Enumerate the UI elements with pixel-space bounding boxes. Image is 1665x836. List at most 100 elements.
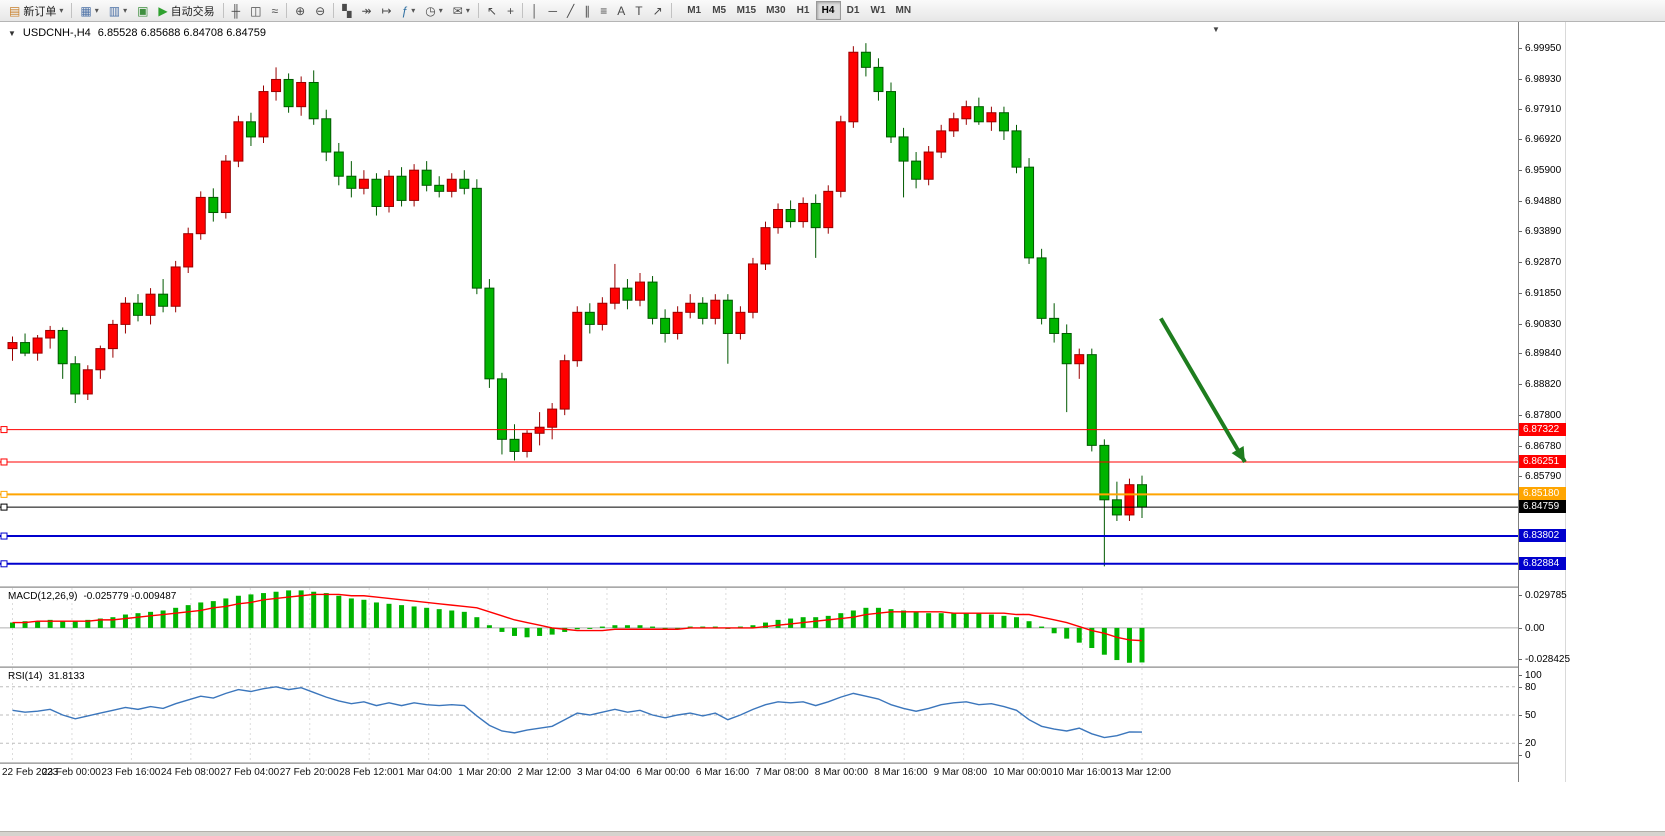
- candle-body: [860, 51, 871, 68]
- text-button[interactable]: A: [612, 1, 630, 20]
- candle-body: [1074, 354, 1085, 365]
- price-axis[interactable]: 6.99950 6.98930 6.97910 6.96920 6.95900 6.948…: [1518, 22, 1570, 782]
- timeframe-m5-button[interactable]: M5: [707, 1, 732, 20]
- toolbar-buttons: ▤ 新订单 ▾ ▦ ▾ ▥ ▾ ▣ ▶ 自动交易 ╫ ◫ ≈ ⊕ ⊖ ▚ ↠ ↦ ƒ ▾ ◷ ▾ ✉ ▾ ↖ + │ ─ ╱ ∥ ≡ A T ↗: [4, 1, 675, 20]
- screenshot-button[interactable]: ✉ ▾: [448, 1, 475, 20]
- periods-button[interactable]: ◷ ▾: [420, 1, 448, 20]
- axis-tick: [1519, 47, 1522, 49]
- candle-body: [1099, 444, 1110, 501]
- candle-body: [547, 408, 558, 428]
- chart-header: ▼ USDCNH-,H4 6.85528 6.85688 6.84708 6.8…: [8, 27, 266, 39]
- support-line[interactable]: [0, 560, 1518, 568]
- candle-body: [82, 369, 93, 395]
- line-anchor-handle[interactable]: [0, 458, 8, 466]
- support-line[interactable]: [0, 490, 1518, 498]
- pane-splitter[interactable]: [0, 762, 1518, 764]
- cursor-button[interactable]: ↖: [482, 1, 502, 20]
- time-label: 23 Feb 16:00: [101, 767, 161, 778]
- candle-body: [20, 342, 31, 354]
- support-line-price-box: 6.85180: [1519, 487, 1566, 501]
- chart-shift-button[interactable]: ↦: [377, 1, 397, 20]
- market-watch-button[interactable]: ▣: [132, 1, 153, 20]
- bar-chart-button[interactable]: ╫: [227, 1, 246, 20]
- resistance-line[interactable]: [0, 426, 1518, 434]
- line-anchor-handle[interactable]: [0, 490, 8, 498]
- zoom-out-button[interactable]: ⊖: [310, 1, 330, 20]
- price-chart-pane[interactable]: [0, 22, 1518, 586]
- axis-tick: [1519, 353, 1522, 355]
- toolbar-separator: [286, 3, 288, 18]
- horizontal-line-button[interactable]: ─: [543, 1, 562, 20]
- rsi-pane[interactable]: [0, 668, 1518, 762]
- time-label: 8 Mar 00:00: [814, 767, 869, 778]
- arrows-button[interactable]: ↗: [648, 1, 668, 20]
- chart-shift-marker-icon[interactable]: ▼: [1212, 25, 1220, 34]
- candle-body: [936, 130, 947, 153]
- new-chart-button[interactable]: ▦ ▾: [75, 1, 103, 20]
- line-chart-button[interactable]: ≈: [267, 1, 284, 20]
- text-label-button[interactable]: T: [630, 1, 647, 20]
- macd-axis-label: -0.028425: [1525, 654, 1571, 665]
- candle-body: [961, 106, 972, 120]
- candle-body: [70, 363, 81, 395]
- new-order-button[interactable]: ▤ 新订单 ▾: [4, 1, 68, 20]
- fibonacci-icon: ≡: [600, 3, 608, 18]
- one-click-trading-toggle-icon[interactable]: ▼: [8, 28, 16, 38]
- arrow-object-icon: ↗: [652, 3, 663, 18]
- support-line[interactable]: [0, 532, 1518, 540]
- line-anchor-handle[interactable]: [0, 503, 8, 511]
- price-axis-label: 6.86780: [1525, 440, 1562, 452]
- candle-body: [886, 91, 896, 138]
- time-label: 27 Feb 20:00: [279, 767, 339, 778]
- macd-pane[interactable]: [0, 588, 1518, 666]
- toolbar-separator: [71, 3, 73, 18]
- axis-tick: [1519, 170, 1522, 172]
- pane-splitter[interactable]: [0, 586, 1518, 588]
- vertical-line-button[interactable]: │: [526, 1, 544, 20]
- trend-arrow-object[interactable]: [1159, 317, 1247, 464]
- candle-body: [622, 287, 633, 301]
- auto-trading-button[interactable]: ▶ 自动交易: [153, 1, 219, 20]
- indicators-button[interactable]: ƒ ▾: [397, 1, 421, 20]
- candle-body: [45, 329, 56, 339]
- time-axis[interactable]: 22 Feb 2023 23 Feb 00:00 23 Feb 16:00 24 Fe…: [0, 764, 1518, 782]
- candle-body: [195, 196, 206, 235]
- timeframe-m1-button[interactable]: M1: [682, 1, 707, 20]
- line-anchor-handle[interactable]: [0, 532, 8, 540]
- dropdown-caret-icon: ▾: [59, 6, 64, 15]
- zoom-in-button[interactable]: ⊕: [290, 1, 310, 20]
- current-price-line[interactable]: [0, 503, 1518, 511]
- tile-windows-button[interactable]: ▚: [337, 1, 356, 20]
- fibonacci-button[interactable]: ≡: [595, 1, 612, 20]
- window-bottom-edge: [0, 831, 1665, 836]
- candle-body: [471, 187, 482, 289]
- candle-body: [1124, 484, 1135, 516]
- timeframe-d1-button[interactable]: D1: [841, 1, 866, 20]
- candle-body: [496, 378, 507, 440]
- timeframe-m15-button[interactable]: M15: [732, 1, 761, 20]
- candle-body: [873, 66, 884, 93]
- auto-scroll-button[interactable]: ↠: [356, 1, 376, 20]
- pane-splitter[interactable]: [0, 666, 1518, 668]
- timeframe-w1-button[interactable]: W1: [866, 1, 891, 20]
- arrow-head: [1231, 446, 1245, 463]
- timeframe-m30-button[interactable]: M30: [761, 1, 790, 20]
- axis-tick: [1519, 139, 1522, 141]
- bar-chart-icon: ╫: [231, 3, 241, 18]
- line-anchor-handle[interactable]: [0, 426, 8, 434]
- trendline-button[interactable]: ╱: [562, 1, 579, 20]
- support-line-price-box: 6.83802: [1519, 529, 1566, 543]
- time-label: 8 Mar 16:00: [874, 767, 928, 778]
- line-anchor-handle[interactable]: [0, 560, 8, 568]
- candlestick-icon: ◫: [250, 3, 262, 18]
- candle-body: [1049, 317, 1060, 334]
- channel-button[interactable]: ∥: [579, 1, 595, 20]
- crosshair-button[interactable]: +: [502, 1, 519, 20]
- resistance-line[interactable]: [0, 458, 1518, 466]
- timeframe-h1-button[interactable]: H1: [791, 1, 816, 20]
- timeframe-mn-button[interactable]: MN: [891, 1, 917, 20]
- candlestick-chart-button[interactable]: ◫: [245, 1, 266, 20]
- profiles-button[interactable]: ▥ ▾: [104, 1, 132, 20]
- ohlc-values: 6.85528 6.85688 6.84708 6.84759: [97, 27, 266, 39]
- timeframe-h4-button[interactable]: H4: [815, 1, 841, 20]
